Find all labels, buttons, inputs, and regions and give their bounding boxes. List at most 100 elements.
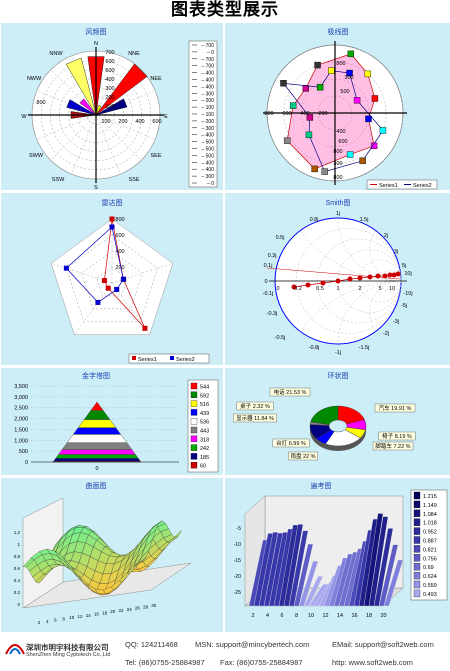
radar-ring bbox=[66, 234, 158, 323]
value-label: 800 bbox=[336, 61, 345, 67]
series-point bbox=[347, 276, 353, 282]
company-logo-icon bbox=[5, 644, 25, 655]
panel-surface: 曲面图 0 0.2 0.4 0.6 0.8 1 1.2 2 4 6 8 10 12 14 16 18 20 22 24… bbox=[0, 477, 224, 633]
legend-label: 0.493 bbox=[423, 592, 437, 598]
inner-label: 400 bbox=[135, 119, 144, 125]
x-tick-label: 24 bbox=[127, 607, 133, 612]
slice-label-box bbox=[372, 441, 414, 451]
x-tick-label: 4 bbox=[46, 619, 49, 624]
legend-label: – 400 bbox=[201, 133, 214, 139]
slice-label: 显示器 11.84 % bbox=[236, 415, 274, 422]
panel-polar: 极线图 200 400 600 800 500 800 300 400 600 800 300 800 S… bbox=[224, 22, 450, 191]
series-point bbox=[101, 278, 107, 284]
radar-ring bbox=[50, 218, 174, 336]
slice-label-box bbox=[374, 403, 416, 413]
right-label: 2j bbox=[384, 233, 388, 239]
value-label: 800 bbox=[333, 175, 342, 181]
direction-label: S bbox=[94, 185, 98, 190]
web-link[interactable]: http: www.soft2web.com bbox=[332, 658, 413, 667]
x-tick-label: 6 bbox=[54, 618, 57, 623]
chart-title: 曲面图 bbox=[86, 481, 107, 490]
legend-label: 592 bbox=[200, 393, 209, 399]
ring-label: 800 bbox=[264, 111, 273, 117]
bottom-label: -0.8j bbox=[309, 345, 320, 351]
pyramid-segment bbox=[58, 449, 136, 455]
value-label: 600 bbox=[338, 139, 347, 145]
series-point bbox=[375, 273, 381, 279]
legend-label: Series1 bbox=[379, 183, 398, 189]
spoke bbox=[36, 114, 97, 140]
legend-label: – 500 bbox=[201, 147, 214, 153]
legend-swatch bbox=[413, 536, 421, 544]
legend-label: – 400 bbox=[201, 160, 214, 166]
axis-label: 1 bbox=[336, 286, 339, 292]
right-label: -3j bbox=[393, 319, 399, 325]
x-tick-label: 26 bbox=[135, 606, 141, 611]
left-label: 0.5j bbox=[276, 235, 285, 241]
legend-label: 443 bbox=[200, 429, 209, 435]
series-point bbox=[347, 50, 355, 58]
wind-bar-NNE bbox=[95, 104, 102, 116]
left-label: 0.3j bbox=[268, 253, 277, 259]
panel-radar: 雷达图 200 400 600 800 Series1 Series2 bbox=[0, 192, 224, 366]
surface-cell bbox=[134, 557, 147, 566]
direction-label: SSW bbox=[52, 177, 65, 183]
direction-label: NNW bbox=[49, 51, 63, 57]
legend-swatch bbox=[190, 400, 198, 407]
x-tick-label: 6 bbox=[280, 613, 283, 619]
z-tick-label: 0.4 bbox=[14, 578, 21, 583]
legend-label: 0.559 bbox=[423, 583, 437, 589]
legend-swatch bbox=[132, 356, 136, 360]
slice-label: 台灯 6.99 % bbox=[276, 439, 306, 447]
x-tick-label: 30 bbox=[151, 603, 157, 608]
legend-label: 0.821 bbox=[423, 547, 437, 553]
radar-spoke bbox=[51, 263, 113, 284]
fax-contact: Fax: (86)0755-25884987 bbox=[220, 658, 303, 667]
surface-strip bbox=[383, 559, 404, 607]
legend-label: – 500 bbox=[201, 153, 214, 159]
y-tick-label: 500 bbox=[19, 449, 28, 455]
msn-contact: MSN: support@mincybertech.com bbox=[195, 640, 310, 649]
series-point bbox=[95, 299, 101, 305]
series-point bbox=[114, 286, 120, 292]
series-point bbox=[289, 102, 297, 109]
series-point bbox=[311, 165, 318, 173]
legend-swatch bbox=[413, 527, 421, 535]
ring-label: 700 bbox=[105, 50, 114, 56]
left-label: -0.3j bbox=[267, 311, 278, 317]
top-label: 0.8j bbox=[310, 217, 319, 223]
axis-label: 0.5 bbox=[316, 286, 324, 292]
legend-swatch bbox=[190, 426, 198, 434]
y-tick-label: 1,000 bbox=[14, 438, 28, 444]
series-point bbox=[291, 284, 297, 290]
x-tick-label: 14 bbox=[86, 613, 92, 618]
x-tick-label: 8 bbox=[295, 613, 298, 619]
z-tick-label: 1 bbox=[17, 542, 20, 547]
spoke bbox=[95, 114, 121, 175]
legend-swatch bbox=[190, 462, 198, 469]
pyramid-segment bbox=[61, 442, 133, 450]
value-label: 500 bbox=[340, 89, 349, 95]
spoke bbox=[71, 114, 97, 175]
page-title: 图表类型展示 bbox=[171, 0, 279, 19]
series-point bbox=[305, 131, 313, 139]
legend-swatch bbox=[190, 444, 198, 451]
surface-strip bbox=[363, 513, 384, 607]
smith-chart: Smith图 0.8j 1j 1.5j -0.8j -1j -1.5j 0.5j 0.3j 0.1… bbox=[263, 199, 413, 356]
y-tick-label: -15 bbox=[234, 558, 241, 564]
y-tick-label: 2,000 bbox=[14, 417, 28, 423]
axis-label: 10 bbox=[389, 286, 395, 292]
legend-swatch bbox=[413, 518, 421, 526]
series-line-Series1 bbox=[286, 53, 376, 170]
legend-label: – 100 bbox=[201, 112, 214, 118]
legend-label: 0.624 bbox=[423, 574, 437, 580]
right-label: -5j bbox=[401, 303, 407, 309]
chart-title: 环状图 bbox=[328, 371, 349, 380]
panel-pyramid: 金字塔图 0 500 1,000 1,500 2,000 2,500 3,000 3,500 0 5… bbox=[0, 367, 224, 476]
series-point bbox=[321, 168, 328, 175]
legend-label: – 0 bbox=[207, 50, 214, 56]
legend-label: – 300 bbox=[201, 174, 214, 180]
x-tick-label: 8 bbox=[62, 616, 65, 621]
slice-label-box bbox=[232, 413, 277, 423]
